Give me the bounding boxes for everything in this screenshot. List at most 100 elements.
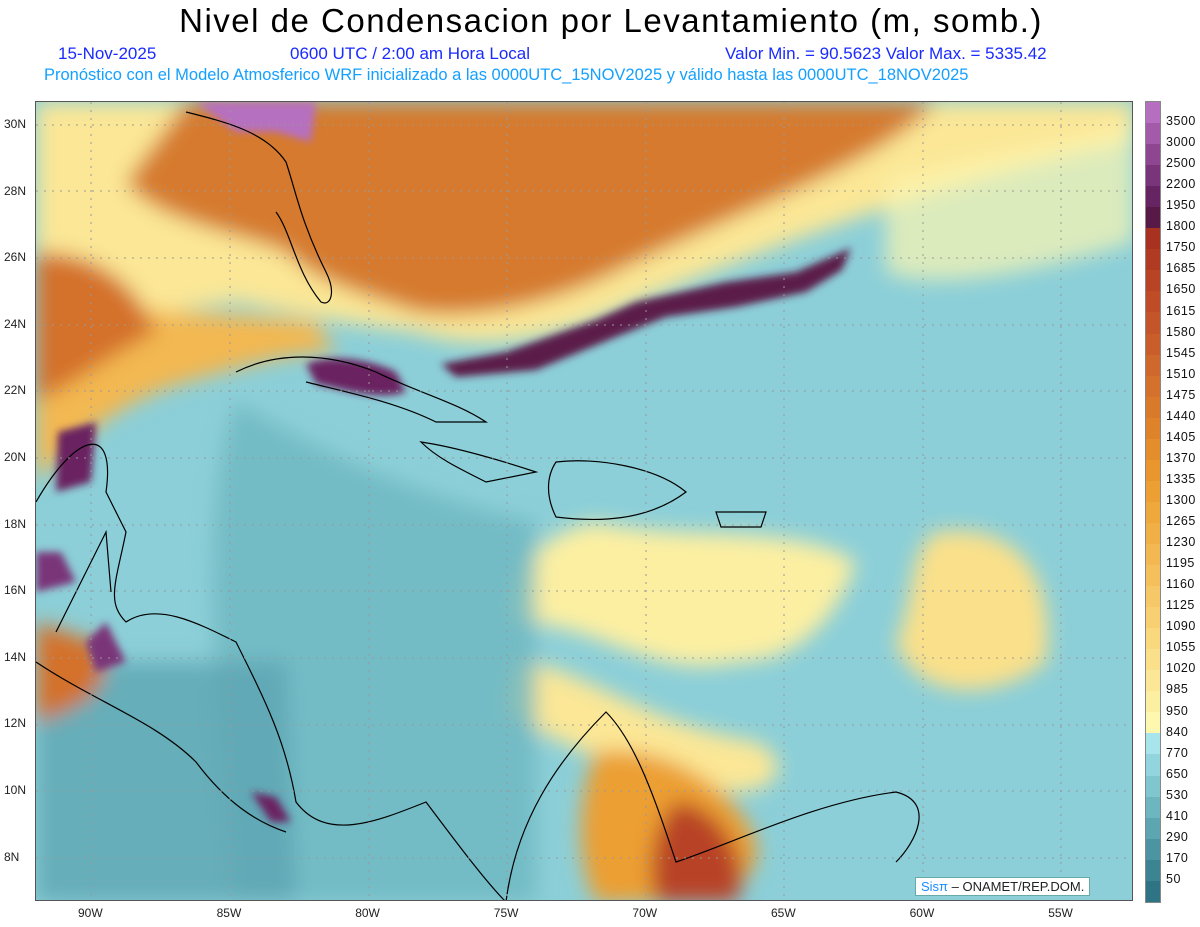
- lon-tick-label: 60W: [909, 906, 935, 920]
- colorbar-label: 650: [1166, 766, 1189, 781]
- colorbar: [1145, 101, 1161, 903]
- colorbar-label: 50: [1166, 871, 1181, 886]
- colorbar-label: 1230: [1166, 535, 1196, 550]
- graticule: [36, 102, 1132, 900]
- colorbar-segment: [1146, 396, 1160, 418]
- colorbar-segment: [1146, 522, 1160, 544]
- colorbar-label: 1055: [1166, 640, 1196, 655]
- colorbar-segment: [1146, 859, 1160, 881]
- lat-tick-label: 16N: [4, 583, 27, 598]
- colorbar-segment: [1146, 417, 1160, 439]
- map-panel: [35, 101, 1133, 901]
- colorbar-label: 290: [1166, 829, 1189, 844]
- colorbar-segment: [1146, 312, 1160, 334]
- colorbar-segment: [1146, 438, 1160, 460]
- colorbar-segment: [1146, 123, 1160, 145]
- colorbar-label: 1090: [1166, 619, 1196, 634]
- colorbar-segment: [1146, 565, 1160, 587]
- lon-tick-label: 55W: [1048, 906, 1073, 920]
- colorbar-label: 1020: [1166, 661, 1196, 676]
- lon-tick-label: 65W: [771, 906, 796, 920]
- lon-tick-label: 90W: [78, 906, 103, 920]
- lat-tick-label: 8N: [4, 849, 20, 864]
- lat-tick-label: 18N: [4, 516, 27, 531]
- lat-tick-label: 26N: [4, 250, 27, 265]
- colorbar-label: 1950: [1166, 198, 1196, 213]
- colorbar-label: 770: [1166, 745, 1189, 760]
- lat-tick-label: 30N: [4, 117, 27, 131]
- colorbar-label: 1650: [1166, 282, 1196, 297]
- colorbar-label: 170: [1166, 850, 1189, 865]
- colorbar-segment: [1146, 838, 1160, 860]
- lat-tick-label: 14N: [4, 649, 27, 664]
- colorbar-segment: [1146, 333, 1160, 355]
- lat-tick-label: 10N: [4, 783, 27, 797]
- lon-tick-label: 85W: [216, 906, 242, 920]
- lon-tick-label: 70W: [632, 906, 658, 920]
- colorbar-label: 1750: [1166, 240, 1196, 255]
- colorbar-segment: [1146, 102, 1160, 124]
- colorbar-label: 1160: [1166, 577, 1195, 592]
- lat-tick-label: 24N: [4, 316, 27, 331]
- colorbar-label: 1370: [1166, 450, 1196, 465]
- colorbar-label: 410: [1166, 808, 1189, 823]
- colorbar-label: 1580: [1166, 324, 1196, 339]
- shading-field: [36, 102, 1132, 900]
- colorbar-segment: [1146, 291, 1160, 313]
- map-title: Nivel de Condensacion por Levantamiento …: [179, 2, 1043, 39]
- colorbar-segment: [1146, 607, 1160, 629]
- colorbar-label: 1475: [1166, 387, 1196, 402]
- lon-tick-label: 80W: [355, 906, 380, 920]
- colorbar-segment: [1146, 501, 1160, 523]
- lat-tick-label: 20N: [4, 450, 27, 464]
- colorbar-segment: [1146, 691, 1160, 713]
- colorbar-segment: [1146, 670, 1160, 692]
- colorbar-segment: [1146, 733, 1160, 755]
- colorbar-label: 2500: [1166, 156, 1196, 171]
- lon-tick-label: 75W: [493, 906, 519, 920]
- lat-tick-label: 28N: [4, 183, 27, 198]
- colorbar-label: 950: [1166, 703, 1189, 718]
- colorbar-label: 3000: [1166, 135, 1196, 150]
- coastlines: [36, 111, 920, 900]
- lat-tick-label: 12N: [4, 716, 27, 731]
- colorbar-label: 840: [1166, 724, 1189, 739]
- colorbar-segment: [1146, 144, 1160, 166]
- min-max-label: Valor Min. = 90.5623 Valor Max. = 5335.4…: [725, 44, 1047, 63]
- colorbar-label: 2200: [1166, 177, 1196, 192]
- time-label: 0600 UTC / 2:00 am Hora Local: [290, 44, 531, 63]
- colorbar-segment: [1146, 375, 1160, 397]
- colorbar-segment: [1146, 754, 1160, 776]
- colorbar-label: 1615: [1166, 303, 1196, 318]
- forecast-info: Pronóstico con el Modelo Atmosferico WRF…: [44, 66, 969, 84]
- lcl-field-map: [36, 102, 1132, 900]
- colorbar-segment: [1146, 649, 1160, 671]
- colorbar-segment: [1146, 796, 1160, 818]
- colorbar-label: 985: [1166, 682, 1189, 697]
- colorbar-label: 1300: [1166, 493, 1196, 507]
- colorbar-segment: [1146, 628, 1160, 650]
- colorbar-segment: [1146, 207, 1160, 229]
- colorbar-segment: [1146, 817, 1160, 839]
- credit-text: – ONAMET/REP.DOM.: [951, 879, 1085, 894]
- colorbar-label: 1335: [1166, 471, 1196, 486]
- colorbar-label: 1800: [1166, 219, 1196, 234]
- colorbar-segment: [1146, 459, 1160, 481]
- colorbar-label: 1125: [1166, 598, 1195, 613]
- colorbar-segment: [1146, 186, 1160, 208]
- credit-box: Sisπ – ONAMET/REP.DOM.: [915, 877, 1091, 896]
- colorbar-segment: [1146, 586, 1160, 608]
- colorbar-label: 1440: [1166, 408, 1196, 423]
- colorbar-label: 1195: [1166, 556, 1195, 571]
- sispi-logo: Sisπ: [921, 879, 949, 894]
- colorbar-segment: [1146, 270, 1160, 292]
- colorbar-segment: [1146, 228, 1160, 250]
- colorbar-label: 530: [1166, 787, 1189, 802]
- date-label: 15-Nov-2025: [58, 44, 157, 63]
- colorbar-label: 1685: [1166, 261, 1196, 276]
- colorbar-label: 1545: [1166, 345, 1196, 360]
- colorbar-label: 1405: [1166, 429, 1196, 444]
- colorbar-segment: [1146, 775, 1160, 797]
- colorbar-segment: [1146, 165, 1160, 187]
- colorbar-segment: [1146, 354, 1160, 376]
